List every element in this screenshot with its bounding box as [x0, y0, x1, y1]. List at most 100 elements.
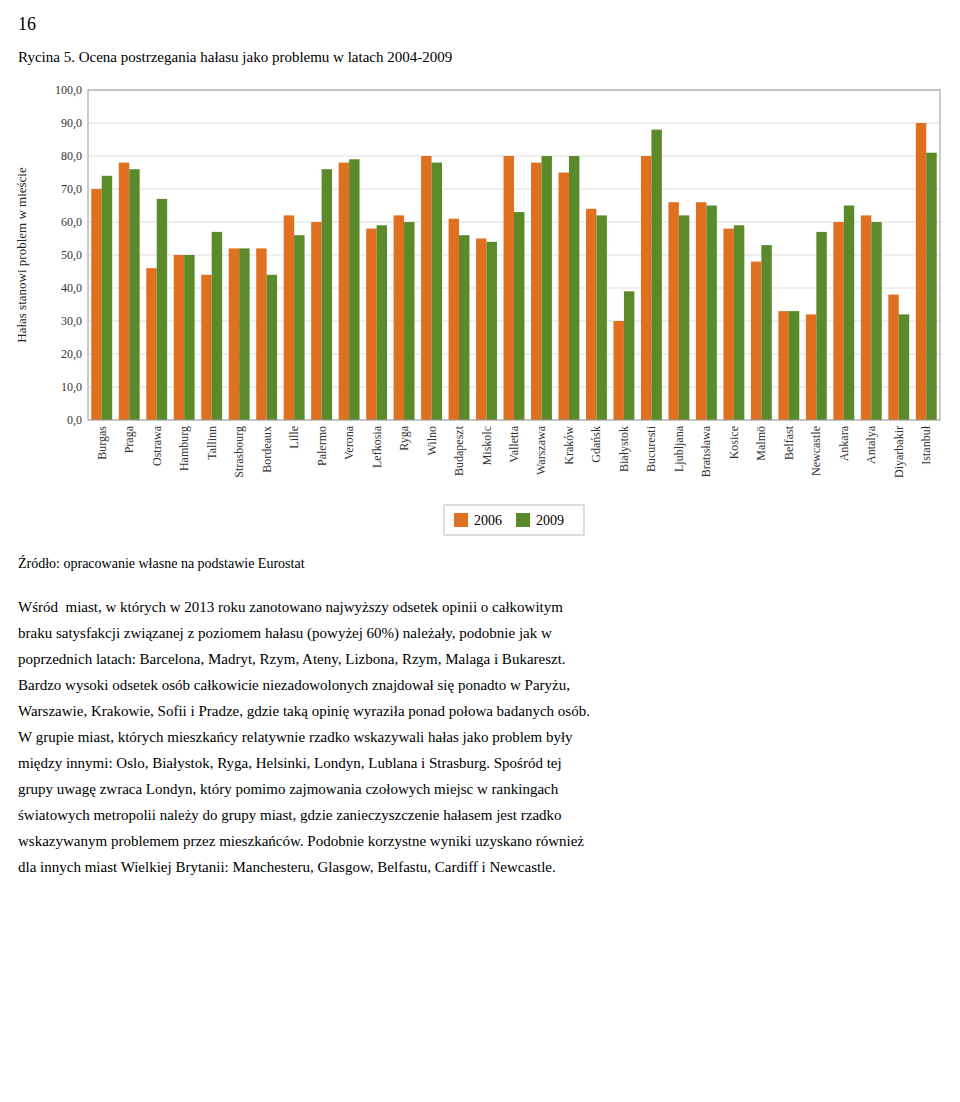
bar [349, 159, 359, 420]
x-tick-label: Malmö [754, 426, 768, 461]
legend-swatch [454, 513, 468, 527]
bar [256, 248, 266, 420]
bar [888, 295, 898, 420]
legend-label: 2009 [536, 513, 564, 528]
body-line: grupy uwagę zwraca Londyn, który pomimo … [18, 781, 559, 797]
bar [723, 229, 733, 420]
legend: 2006 2009 [444, 505, 584, 535]
bar [119, 163, 129, 420]
y-tick-label: 30,0 [61, 314, 82, 328]
bar [184, 255, 194, 420]
bar [229, 248, 239, 420]
x-tick-label: Antalya [864, 425, 878, 464]
bars [91, 123, 936, 420]
body-line: wskazywanym problemem przez mieszkańców.… [18, 833, 584, 849]
x-tick-label: Diyarbakir [892, 426, 906, 478]
x-tick-label: Kosice [727, 426, 741, 459]
page-number: 16 [18, 14, 36, 34]
x-tick-label: Ostrawa [150, 425, 164, 466]
y-tick-label: 90,0 [61, 116, 82, 130]
bar [129, 169, 139, 420]
plot: 0,0 10,0 20,0 30,0 40,0 50,0 60,0 70,0 80,0 90,0 1… [14, 83, 940, 478]
y-tick-label: 70,0 [61, 182, 82, 196]
x-tick-label: Tallinn [205, 426, 219, 460]
x-tick-label: Bucuresti [644, 425, 658, 472]
bar [541, 156, 551, 420]
y-tick-label: 40,0 [61, 281, 82, 295]
bar [339, 163, 349, 420]
x-tick-label: Ljubljana [672, 425, 686, 472]
x-tick-label: Bratısława [699, 425, 713, 477]
page: 16Rycina 5. Ocena postrzegania hałasu ja… [0, 0, 960, 1102]
x-tick-label: Ankara [837, 425, 851, 461]
bar [761, 245, 771, 420]
x-tick-label: Belfast [782, 425, 796, 460]
x-tick-label: Miskolc [480, 426, 494, 465]
bar [651, 130, 661, 420]
bar [449, 219, 459, 420]
bar [394, 215, 404, 420]
x-tick-label: Newcastle [809, 426, 823, 476]
bar [487, 242, 497, 420]
x-tick-label: Budapeszt [452, 425, 466, 476]
bar [751, 262, 761, 420]
bar [899, 314, 909, 420]
bar [778, 311, 788, 420]
y-tick-label: 20,0 [61, 347, 82, 361]
bar [91, 189, 101, 420]
body-text: Wśród miast, w których w 2013 roku zanot… [18, 599, 590, 875]
bar [146, 268, 156, 420]
legend-label: 2006 [474, 513, 502, 528]
bar [816, 232, 826, 420]
bar [294, 235, 304, 420]
bar [239, 248, 249, 420]
y-tick-label: 0,0 [67, 413, 82, 427]
bar [734, 225, 744, 420]
bar [531, 163, 541, 420]
bar [844, 206, 854, 421]
bar [201, 275, 211, 420]
bar [514, 212, 524, 420]
x-tick-label: Praga [122, 425, 136, 453]
bar [596, 215, 606, 420]
bar [871, 222, 881, 420]
x-tick-label: Wilno [425, 426, 439, 456]
y-tick-label: 50,0 [61, 248, 82, 262]
bar [569, 156, 579, 420]
bar [366, 229, 376, 420]
x-tick-label: Verona [342, 425, 356, 460]
x-tick-label: Hamburg [177, 426, 191, 471]
body-line: braku satysfakcji związanej z poziomem h… [18, 625, 552, 642]
body-line: światowych metropolii należy do grupy mi… [18, 807, 562, 823]
bar [613, 321, 623, 420]
body-line: Bardzo wysoki odsetek osób całkowicie ni… [18, 677, 570, 693]
bar [679, 215, 689, 420]
x-tick-label: Strasbourg [232, 426, 246, 478]
bar [322, 169, 332, 420]
x-tick-label: Lille [287, 426, 301, 449]
bar [432, 163, 442, 420]
source: Źródło: opracowanie własne na podstawie … [18, 555, 305, 571]
bar [174, 255, 184, 420]
body-line: między innymi: Oslo, Białystok, Ryga, He… [18, 755, 562, 771]
bar [833, 222, 843, 420]
bar [212, 232, 222, 420]
y-tick-label: 10,0 [61, 380, 82, 394]
body-line: Warszawie, Krakowie, Sofii i Pradze, gdz… [18, 703, 590, 719]
y-tick-label: 100,0 [55, 83, 82, 97]
bar [504, 156, 514, 420]
y-tick-label: 60,0 [61, 215, 82, 229]
bar [157, 199, 167, 420]
bar [377, 225, 387, 420]
x-tick-label: Valletta [507, 425, 521, 462]
bar [459, 235, 469, 420]
bar [926, 153, 936, 420]
bar [102, 176, 112, 420]
bar [624, 291, 634, 420]
bar [706, 206, 716, 421]
bar [267, 275, 277, 420]
bar [284, 215, 294, 420]
bar [586, 209, 596, 420]
y-tick-label: 80,0 [61, 149, 82, 163]
y-axis-label: Hałas stanowi problem w mieście [14, 167, 29, 343]
